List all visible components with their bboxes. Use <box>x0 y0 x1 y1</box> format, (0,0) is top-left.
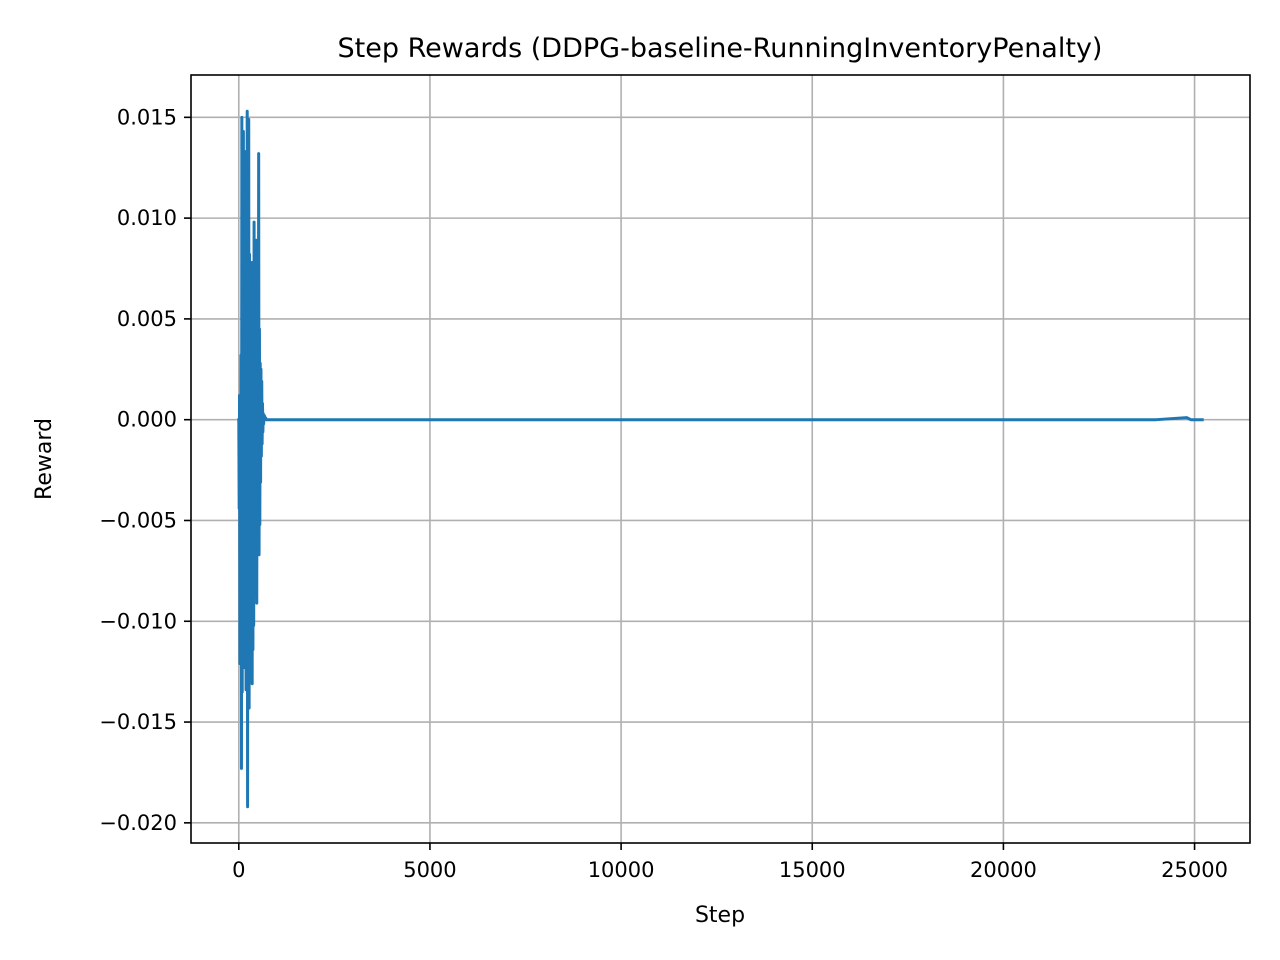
x-tick-label: 15000 <box>779 858 846 882</box>
axes-frame <box>190 74 1251 844</box>
x-axis: 0 5000 10000 15000 20000 25000 <box>232 843 1228 882</box>
plot-area <box>191 75 1250 843</box>
y-tick-label: 0.000 <box>117 408 177 432</box>
y-axis: 0.015 0.010 0.005 0.000 −0.005 −0.010 −0.015 −0… <box>99 105 191 835</box>
y-tick-label: 0.010 <box>117 206 177 230</box>
y-tick-label: −0.015 <box>99 710 177 734</box>
y-tick-label: −0.010 <box>99 609 177 633</box>
series-layer <box>237 109 1204 809</box>
series-line <box>237 109 1204 809</box>
x-tick-label: 0 <box>232 858 245 882</box>
x-axis-label: Step <box>695 903 745 928</box>
y-tick-label: −0.020 <box>99 811 177 835</box>
y-tick-label: 0.015 <box>117 105 177 129</box>
y-tick-label: 0.005 <box>117 307 177 331</box>
x-tick-label: 10000 <box>588 858 655 882</box>
y-tick-label: −0.005 <box>99 508 177 532</box>
x-tick-label: 25000 <box>1161 858 1228 882</box>
x-tick-label: 20000 <box>970 858 1037 882</box>
chart-title: Step Rewards (DDPG-baseline-RunningInven… <box>338 33 1103 64</box>
y-axis-label: Reward <box>32 418 57 500</box>
x-tick-label: 5000 <box>403 858 456 882</box>
